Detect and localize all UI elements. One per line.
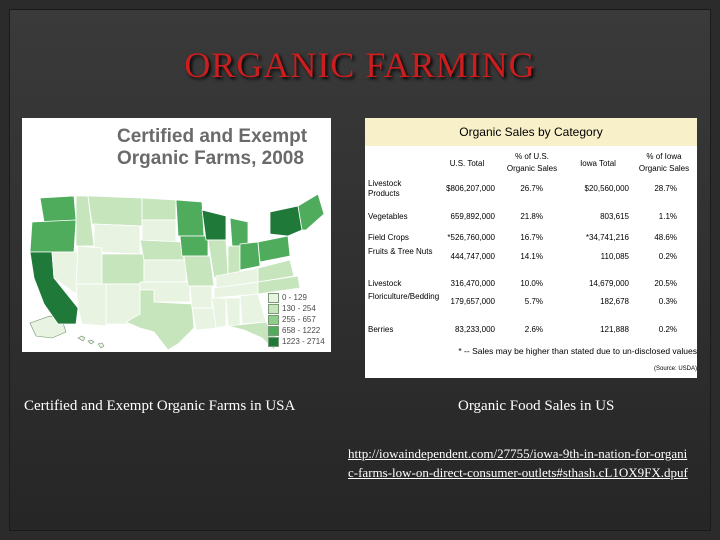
row-us-total: 179,657,000 <box>450 297 496 306</box>
legend-item: 130 - 254 <box>268 303 325 314</box>
row-iowa-total: 182,678 <box>600 297 629 306</box>
row-us-total: $806,207,000 <box>446 184 495 193</box>
iowa-state <box>179 235 209 257</box>
legend-label: 255 - 657 <box>282 315 316 324</box>
legend-item: 658 - 1222 <box>268 325 325 336</box>
georgia-state <box>239 293 267 325</box>
legend-label: 1223 - 2714 <box>282 337 325 346</box>
row-us-total: 444,747,000 <box>450 252 496 261</box>
row-iowa-total: *34,741,216 <box>585 233 629 242</box>
row-us-total: *526,760,000 <box>447 233 495 242</box>
arizona-state <box>75 283 107 327</box>
row-us-pct: 2.6% <box>524 325 543 334</box>
header-iowa-pct: % of Iowa Organic Sales <box>638 152 690 173</box>
legend-swatch <box>268 292 279 303</box>
north-carolina-state <box>257 275 301 295</box>
utah-state <box>75 245 103 285</box>
map-legend: 0 - 129 130 - 254 255 - 657 658 - 1222 1… <box>268 292 325 347</box>
row-iowa-total: 14,679,000 <box>588 279 629 288</box>
row-us-pct: 10.0% <box>520 279 543 288</box>
texas-state <box>125 289 195 351</box>
row-category: Fruits & Tree Nuts <box>368 247 433 256</box>
row-iowa-pct: 0.2% <box>658 325 677 334</box>
row-category: Vegetables <box>368 212 408 221</box>
ohio-state <box>239 241 261 271</box>
row-us-pct: 5.7% <box>524 297 543 306</box>
legend-swatch <box>268 314 279 325</box>
kansas-state <box>143 259 187 283</box>
row-category: Berries <box>368 325 394 334</box>
colorado-state <box>101 253 145 285</box>
row-iowa-total: 121,888 <box>600 325 629 334</box>
organic-farms-map: Certified and Exempt Organic Farms, 2008 <box>22 118 331 352</box>
row-iowa-total: 110,085 <box>600 252 629 261</box>
legend-label: 0 - 129 <box>282 293 307 302</box>
header-us-pct: % of U.S. Organic Sales <box>506 152 558 173</box>
row-us-pct: 21.8% <box>520 212 543 221</box>
row-category: Field Crops <box>368 233 409 242</box>
table-caption: Organic Food Sales in US <box>458 398 615 414</box>
arkansas-state <box>189 285 213 309</box>
legend-swatch <box>268 336 279 347</box>
row-us-pct: 14.1% <box>520 252 543 261</box>
indiana-state <box>227 245 241 275</box>
row-iowa-pct: 1.1% <box>658 212 677 221</box>
row-iowa-pct: 28.7% <box>654 184 677 193</box>
row-us-total: 316,470,000 <box>450 279 496 288</box>
nevada-state <box>51 251 79 295</box>
nebraska-state <box>139 239 185 261</box>
organic-sales-table: Organic Sales by Category U.S. Total % o… <box>365 118 697 378</box>
legend-label: 658 - 1222 <box>282 326 321 335</box>
missouri-state <box>183 255 215 287</box>
south-dakota-state <box>141 219 177 243</box>
hawaii-shape <box>77 335 105 349</box>
legend-swatch <box>268 325 279 336</box>
row-us-pct: 16.7% <box>520 233 543 242</box>
header-us-total: U.S. Total <box>449 159 485 168</box>
table-title: Organic Sales by Category <box>365 118 697 146</box>
row-us-pct: 26.7% <box>520 184 543 193</box>
virginia-state <box>257 259 295 283</box>
row-category: Livestock <box>368 279 402 288</box>
source-link[interactable]: http://iowaindependent.com/27755/iowa-9t… <box>348 446 688 480</box>
mississippi-state <box>211 297 227 329</box>
row-us-total: 83,233,000 <box>454 325 495 334</box>
us-map-graphic <box>29 193 325 351</box>
row-us-total: 659,892,000 <box>450 212 496 221</box>
wisconsin-state <box>201 209 227 241</box>
legend-item: 0 - 129 <box>268 292 325 303</box>
michigan-state <box>229 217 249 247</box>
legend-label: 130 - 254 <box>282 304 316 313</box>
alabama-state <box>225 297 241 327</box>
washington-state <box>39 195 77 223</box>
map-title-line1: Certified and Exempt <box>117 126 308 147</box>
row-category: Livestock Products <box>368 179 402 198</box>
table-footnote: * -- Sales may be higher than stated due… <box>458 346 697 356</box>
pennsylvania-state <box>257 235 291 263</box>
new-england-states <box>297 193 325 231</box>
legend-item: 1223 - 2714 <box>268 336 325 347</box>
row-iowa-pct: 48.6% <box>654 233 677 242</box>
map-caption: Certified and Exempt Organic Farms in US… <box>24 398 296 414</box>
row-iowa-pct: 0.3% <box>658 297 677 306</box>
new-york-state <box>269 205 303 237</box>
row-category: Floriculture/Bedding <box>368 292 440 301</box>
table-source: (Source: USDA) <box>653 366 697 372</box>
map-title: Certified and Exempt Organic Farms, 2008 <box>117 126 307 170</box>
oregon-state <box>29 219 77 253</box>
florida-state <box>227 321 279 351</box>
north-dakota-state <box>141 197 177 221</box>
montana-state <box>87 195 143 227</box>
row-iowa-total: 803,615 <box>600 212 629 221</box>
row-iowa-total: $20,560,000 <box>584 184 630 193</box>
slide-title: ORGANIC FARMING <box>184 45 536 85</box>
legend-item: 255 - 657 <box>268 314 325 325</box>
row-iowa-pct: 20.5% <box>654 279 677 288</box>
minnesota-state <box>175 199 205 237</box>
legend-swatch <box>268 303 279 314</box>
row-iowa-pct: 0.2% <box>658 252 677 261</box>
map-title-line2: Organic Farms, 2008 <box>117 148 304 169</box>
header-iowa-total: Iowa Total <box>580 159 616 168</box>
